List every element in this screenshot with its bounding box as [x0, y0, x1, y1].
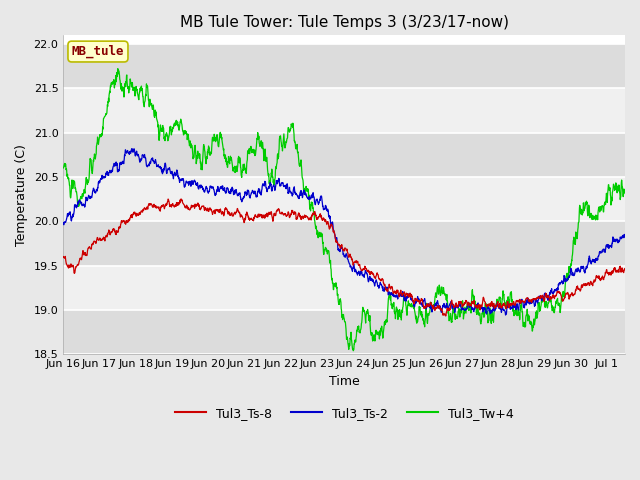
- X-axis label: Time: Time: [329, 374, 360, 387]
- Bar: [63, 177, 625, 221]
- Bar: [63, 221, 625, 265]
- Y-axis label: Temperature (C): Temperature (C): [15, 144, 28, 246]
- Title: MB Tule Tower: Tule Temps 3 (3/23/17-now): MB Tule Tower: Tule Temps 3 (3/23/17-now…: [180, 15, 509, 30]
- Bar: [63, 133, 625, 177]
- Bar: [63, 88, 625, 133]
- Bar: [63, 310, 625, 354]
- Text: MB_tule: MB_tule: [72, 45, 124, 58]
- Bar: [63, 265, 625, 310]
- Bar: [63, 44, 625, 88]
- Legend: Tul3_Ts-8, Tul3_Ts-2, Tul3_Tw+4: Tul3_Ts-8, Tul3_Ts-2, Tul3_Tw+4: [170, 402, 518, 425]
